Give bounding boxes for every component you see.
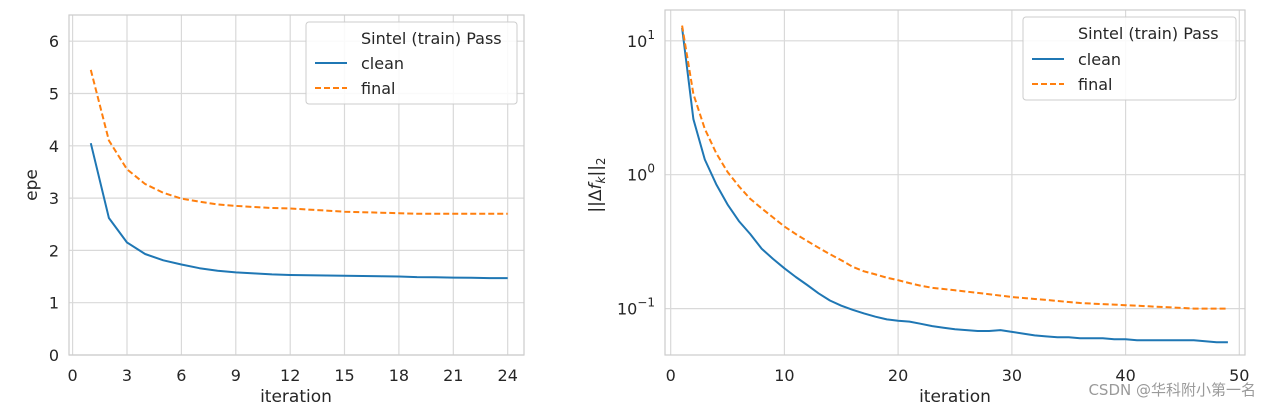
delta-f-legend: Sintel (train) Pass clean final [1022,16,1237,101]
epe-lines [89,69,508,280]
delta-f-y-tick-label: 10−1 [617,296,655,319]
epe-x-tick-label: 15 [334,366,354,385]
svg-text:||Δfk||2: ||Δfk||2 [586,157,608,212]
delta-f-x-axis-label: iteration [919,387,991,407]
epe-legend-final-label: final [361,79,395,98]
epe-series-clean [89,142,508,280]
delta-f-y-tick-label: 100 [627,162,655,185]
delta-f-x-tick-label: 50 [1229,366,1249,385]
delta-f-series-final [681,25,1228,310]
epe-y-tick-label: 1 [49,294,59,313]
delta-f-x-tick-label: 20 [888,366,908,385]
epe-x-tick-label: 6 [176,366,186,385]
delta-f-plot-frame [664,9,1246,356]
delta-f-x-ticks: 0 10 20 30 40 50 [666,366,1250,385]
epe-legend-box [305,21,518,105]
epe-y-tick-label: 5 [49,85,59,104]
delta-f-legend-title: Sintel (train) Pass [1078,24,1219,43]
delta-f-legend-box [1022,16,1237,101]
epe-x-tick-label: 24 [498,366,518,385]
epe-x-tick-label: 12 [280,366,300,385]
delta-f-x-tick-label: 30 [1002,366,1022,385]
epe-x-tick-label: 18 [389,366,409,385]
epe-legend-title: Sintel (train) Pass [361,29,502,48]
delta-f-y-axis-label: ||Δfk||2 [586,157,608,212]
delta-f-lines [681,25,1228,344]
epe-y-tick-label: 4 [49,137,59,156]
epe-y-tick-label: 0 [49,346,59,365]
epe-y-ticks: 0 1 2 3 4 5 6 [49,32,59,365]
delta-f-y-tick-label: 101 [627,28,655,51]
epe-series-final [89,69,508,215]
epe-x-tick-label: 9 [231,366,241,385]
epe-x-tick-label: 21 [443,366,463,385]
delta-f-x-tick-label: 0 [666,366,676,385]
epe-y-tick-label: 3 [49,189,59,208]
epe-y-tick-label: 6 [49,32,59,51]
epe-legend: Sintel (train) Pass clean final [305,21,518,105]
epe-x-ticks: 0 3 6 9 12 15 18 21 24 [68,366,518,385]
epe-plot-frame [68,14,525,356]
delta-f-legend-final-label: final [1078,75,1112,94]
delta-f-y-ticks: 10−1 100 101 [617,28,655,319]
epe-x-tick-label: 3 [122,366,132,385]
delta-f-series-clean [681,27,1228,344]
epe-y-tick-label: 2 [49,241,59,260]
delta-f-chart: 0 10 20 30 40 50 10−1 100 101 iteration ||Δfk||… [586,9,1250,407]
delta-f-x-tick-label: 10 [774,366,794,385]
watermark: CSDN @华科附小第一名 [1088,381,1256,399]
delta-f-legend-clean-label: clean [1078,50,1121,69]
epe-x-axis-label: iteration [260,387,332,407]
epe-legend-clean-label: clean [361,54,404,73]
epe-x-tick-label: 0 [68,366,78,385]
delta-f-x-tick-label: 40 [1115,366,1135,385]
epe-y-axis-label: epe [22,169,42,201]
